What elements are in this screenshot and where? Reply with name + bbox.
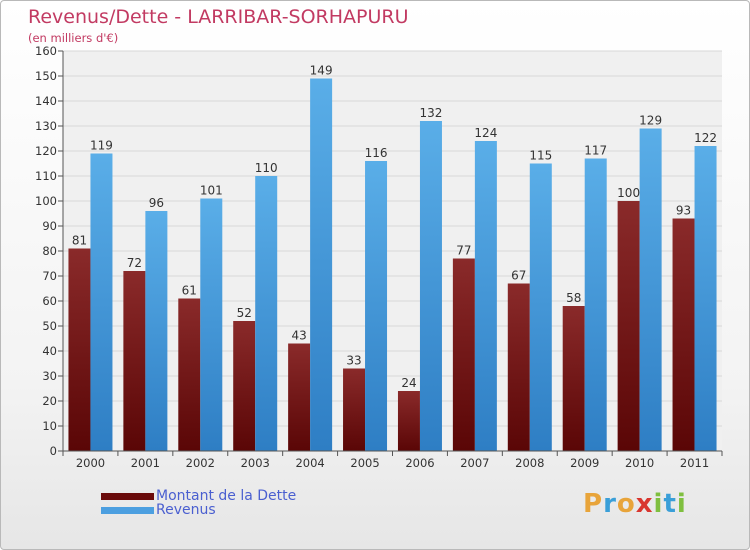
bar-debt	[672, 218, 695, 451]
bars-layer: 81 119 72 96 61 101 52 110 43 149 33 116 24 132 77 124 6…	[68, 64, 717, 451]
bar-debt	[617, 201, 640, 451]
data-label-revenus: 132	[420, 106, 443, 120]
bar-debt	[452, 258, 475, 451]
data-label-debt: 77	[456, 244, 471, 258]
x-tick-label: 2008	[515, 456, 544, 470]
bar-debt	[397, 391, 420, 451]
bar-revenus	[584, 158, 607, 451]
bar-revenus	[200, 198, 223, 451]
x-tick-label: 2002	[186, 456, 215, 470]
bar-revenus	[694, 146, 717, 451]
x-tick-label: 2007	[460, 456, 489, 470]
y-tick-label: 150	[35, 69, 57, 83]
x-tick-label: 2000	[76, 456, 105, 470]
legend-swatch-revenus	[101, 506, 154, 514]
x-tick-label: 2009	[570, 456, 599, 470]
y-tick-label: 90	[42, 219, 57, 233]
data-label-revenus: 149	[310, 64, 333, 78]
logo-letter: t	[663, 489, 677, 519]
x-tick-label: 2001	[131, 456, 160, 470]
y-tick-label: 30	[42, 369, 57, 383]
grid-layer	[63, 50, 722, 451]
data-label-debt: 100	[617, 186, 640, 200]
x-tick-label: 2004	[295, 456, 324, 470]
y-tick-label: 60	[42, 294, 57, 308]
y-tick-label: 40	[42, 344, 57, 358]
y-tick-label: 160	[35, 44, 57, 58]
y-tick-label: 50	[42, 319, 57, 333]
data-label-revenus: 117	[584, 144, 607, 158]
legend-label-debt: Montant de la Dette	[156, 488, 297, 504]
data-label-debt: 52	[237, 306, 252, 320]
data-label-debt: 33	[346, 354, 361, 368]
bar-debt	[123, 271, 146, 451]
y-tick-label: 20	[42, 394, 57, 408]
legend-item-debt: Montant de la Dette	[101, 488, 296, 504]
bar-debt	[562, 306, 585, 451]
bar-revenus	[255, 176, 278, 451]
bar-revenus	[474, 141, 497, 451]
y-tick-label: 130	[35, 119, 57, 133]
legend-label-revenus: Revenus	[156, 502, 216, 518]
legend-swatch-debt	[101, 492, 154, 500]
data-label-revenus: 122	[694, 131, 717, 145]
data-label-revenus: 116	[365, 146, 388, 160]
logo-letter: o	[616, 489, 636, 519]
bar-revenus	[90, 153, 113, 451]
data-label-debt: 58	[566, 291, 581, 305]
y-tick-label: 10	[42, 419, 57, 433]
bar-debt	[178, 298, 201, 451]
data-label-debt: 72	[127, 256, 142, 270]
data-label-debt: 93	[676, 204, 691, 218]
data-label-debt: 67	[511, 269, 526, 283]
data-label-debt: 61	[182, 284, 197, 298]
data-label-revenus: 101	[200, 184, 223, 198]
y-tick-label: 120	[35, 144, 57, 158]
x-tick-label: 2010	[625, 456, 654, 470]
chart-subtitle: (en milliers d'€)	[28, 31, 119, 45]
data-label-revenus: 96	[149, 196, 164, 210]
bar-revenus	[529, 163, 552, 451]
data-label-revenus: 110	[255, 161, 278, 175]
bar-revenus	[419, 121, 442, 451]
bar-revenus	[639, 128, 662, 451]
bar-revenus	[365, 161, 388, 451]
data-label-revenus: 124	[474, 126, 497, 140]
axis-layer: 0 10 20 30 40 50 60 70 80 90 100 110 120 130 140 150 160…	[35, 44, 723, 470]
data-label-revenus: 129	[639, 114, 662, 128]
data-label-debt: 24	[401, 376, 416, 390]
y-tick-label: 140	[35, 94, 57, 108]
proxiti-logo: Proxiti	[583, 489, 687, 519]
y-tick-label: 110	[35, 169, 57, 183]
y-tick-label: 80	[42, 244, 57, 258]
x-tick-label: 2003	[241, 456, 270, 470]
bar-revenus	[310, 78, 333, 451]
data-label-revenus: 119	[90, 139, 113, 153]
bar-revenus	[145, 211, 168, 451]
bar-debt	[288, 343, 311, 451]
legend-item-revenus: Revenus	[101, 502, 216, 518]
y-tick-label: 70	[42, 269, 57, 283]
data-label-debt: 43	[291, 329, 306, 343]
bar-debt	[68, 248, 91, 451]
logo-letter: x	[635, 489, 654, 519]
logo-letter: P	[583, 489, 604, 519]
logo-letter: i	[653, 489, 664, 519]
bar-debt	[507, 283, 530, 451]
bar-debt	[343, 368, 366, 451]
data-label-revenus: 115	[529, 149, 552, 163]
bar-debt	[233, 321, 256, 451]
logo-letter: i	[676, 489, 687, 519]
y-tick-label: 0	[50, 444, 57, 458]
x-tick-label: 2005	[350, 456, 379, 470]
x-tick-label: 2006	[405, 456, 434, 470]
chart-title: Revenus/Dette - LARRIBAR-SORHAPURU	[28, 6, 409, 28]
x-tick-label: 2011	[680, 456, 709, 470]
data-label-debt: 81	[72, 234, 87, 248]
logo-letter: r	[603, 489, 617, 519]
y-tick-label: 100	[35, 194, 57, 208]
